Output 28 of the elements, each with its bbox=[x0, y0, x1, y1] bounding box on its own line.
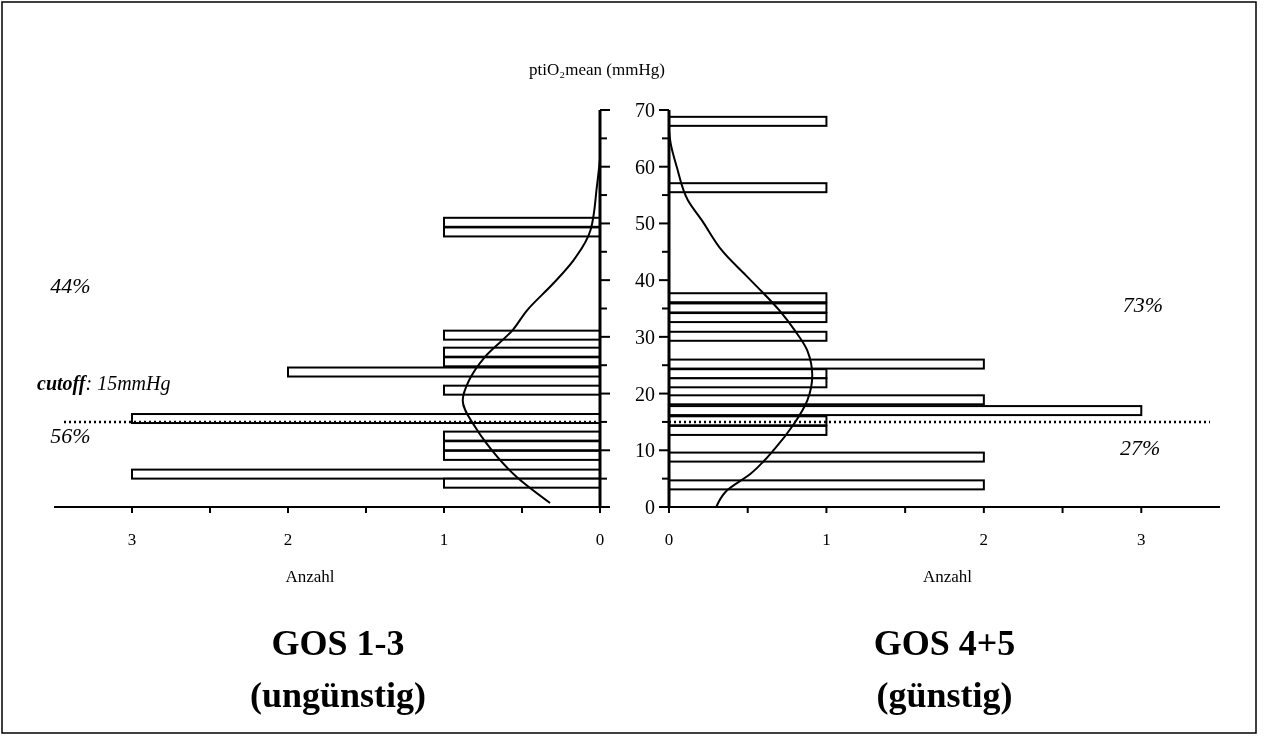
x-tick-label: 1 bbox=[822, 530, 831, 549]
y-tick-label: 60 bbox=[635, 155, 655, 178]
y-tick-label: 10 bbox=[635, 439, 655, 462]
text: (ungünstig) bbox=[249, 675, 427, 715]
x-axis-title: Anzahl bbox=[285, 567, 335, 586]
y-tick-label: 50 bbox=[635, 212, 655, 235]
y-tick-label: 70 bbox=[635, 99, 655, 121]
x-tick-label: 3 bbox=[127, 530, 137, 549]
annotation: 73% bbox=[1122, 292, 1164, 318]
y-tick-label: 40 bbox=[635, 269, 655, 292]
y-tick-label: 20 bbox=[635, 382, 655, 405]
x-tick-label: 3 bbox=[1137, 530, 1146, 549]
x-axis-title: Anzahl bbox=[922, 567, 973, 586]
y-axis-title: ptiO₂mean (mmHg) bbox=[529, 60, 665, 79]
annotation: 44% bbox=[50, 272, 91, 298]
x-tick-label: 0 bbox=[664, 530, 674, 549]
x-tick-label: 0 bbox=[595, 530, 605, 549]
x-tick-label: 2 bbox=[979, 530, 989, 549]
x-tick-label: 1 bbox=[439, 530, 449, 549]
x-tick-label: 2 bbox=[283, 530, 293, 549]
ref-line-label: cutoff: 15mmHg bbox=[37, 371, 171, 395]
text: GOS 4+5 bbox=[873, 623, 1016, 663]
annotation: 27% bbox=[1119, 435, 1161, 461]
y-tick-label: 0 bbox=[645, 496, 655, 518]
y-tick-label: 30 bbox=[635, 325, 655, 348]
text: GOS 1-3 bbox=[271, 623, 405, 663]
text: (günstig) bbox=[876, 675, 1013, 715]
annotation: 56% bbox=[50, 423, 91, 449]
